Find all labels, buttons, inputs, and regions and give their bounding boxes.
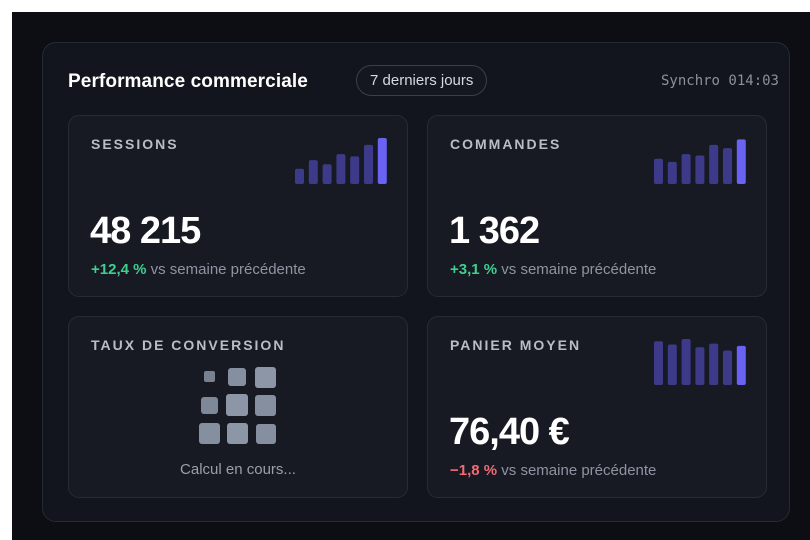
spark-bar [322,164,332,184]
sync-status: Synchro 014:03 [660,73,779,89]
kpi-card-sessions[interactable]: SESSIONS 48 215 +12,4 % vs semaine précé… [68,115,408,297]
screen-background: Performance commerciale 7 derniers jours… [12,12,810,540]
spark-bar [736,139,746,184]
kpi-value: 1 362 [449,210,540,252]
loading-text: Calcul en cours... [180,461,296,478]
spark-bar [723,350,732,385]
kpi-card-basket[interactable]: PANIER MOYEN 76,40 € −1,8 % vs semaine p… [427,316,767,498]
spark-bar [295,168,304,184]
delta-suffix: vs semaine précédente [150,261,306,278]
spark-bar [654,341,663,385]
loading-grid-icon [199,367,276,444]
sparkline-bars [295,138,387,184]
spark-bar [350,156,360,184]
loader-cell [204,371,215,382]
kpi-delta: +3,1 % vs semaine précédente [450,261,656,278]
delta-percent: −1,8 % [450,462,498,479]
sparkline-bars [654,339,746,385]
spark-bar [681,339,691,385]
delta-suffix: vs semaine précédente [501,261,657,278]
kpi-value: 76,40 € [449,411,570,453]
spark-bar [709,144,719,184]
loader-cell [256,424,276,444]
kpi-card-conversion[interactable]: TAUX DE CONVERSION Calcul en cours... [68,316,408,498]
spark-bar [695,155,705,184]
kpi-card-orders[interactable]: COMMANDES 1 362 +3,1 % vs semaine précéd… [427,115,767,297]
loader-cell [199,423,220,444]
delta-percent: +12,4 % [91,261,147,278]
spark-bar [667,161,677,184]
loader-cell [255,367,276,388]
card-label: TAUX DE CONVERSION [91,337,286,353]
delta-suffix: vs semaine précédente [501,462,657,479]
kpi-delta: −1,8 % vs semaine précédente [450,462,656,479]
loader-cell [228,368,246,386]
spark-bar [695,347,705,385]
loader-cell [201,397,218,414]
spark-bar [377,138,387,184]
loader-cell [227,423,248,444]
kpi-value: 48 215 [90,210,201,252]
card-label: PANIER MOYEN [450,337,582,353]
dashboard-panel: Performance commerciale 7 derniers jours… [42,42,790,522]
delta-percent: +3,1 % [450,261,498,278]
panel-title: Performance commerciale [68,71,308,92]
loader-cell [255,395,276,416]
spark-bar [364,144,373,184]
spark-bar [709,343,719,385]
loader-cell [226,394,248,416]
spark-bar [681,154,691,184]
spark-bar [336,154,346,184]
card-label: SESSIONS [91,136,179,152]
spark-bar [308,160,318,184]
card-label: COMMANDES [450,136,562,152]
spark-bar [667,344,677,385]
spark-bar [736,345,746,385]
sparkline-bars [654,139,746,184]
kpi-delta: +12,4 % vs semaine précédente [91,261,306,278]
date-range-selector[interactable]: 7 derniers jours [356,65,488,96]
spark-bar [654,158,663,184]
spark-bar [723,148,732,184]
